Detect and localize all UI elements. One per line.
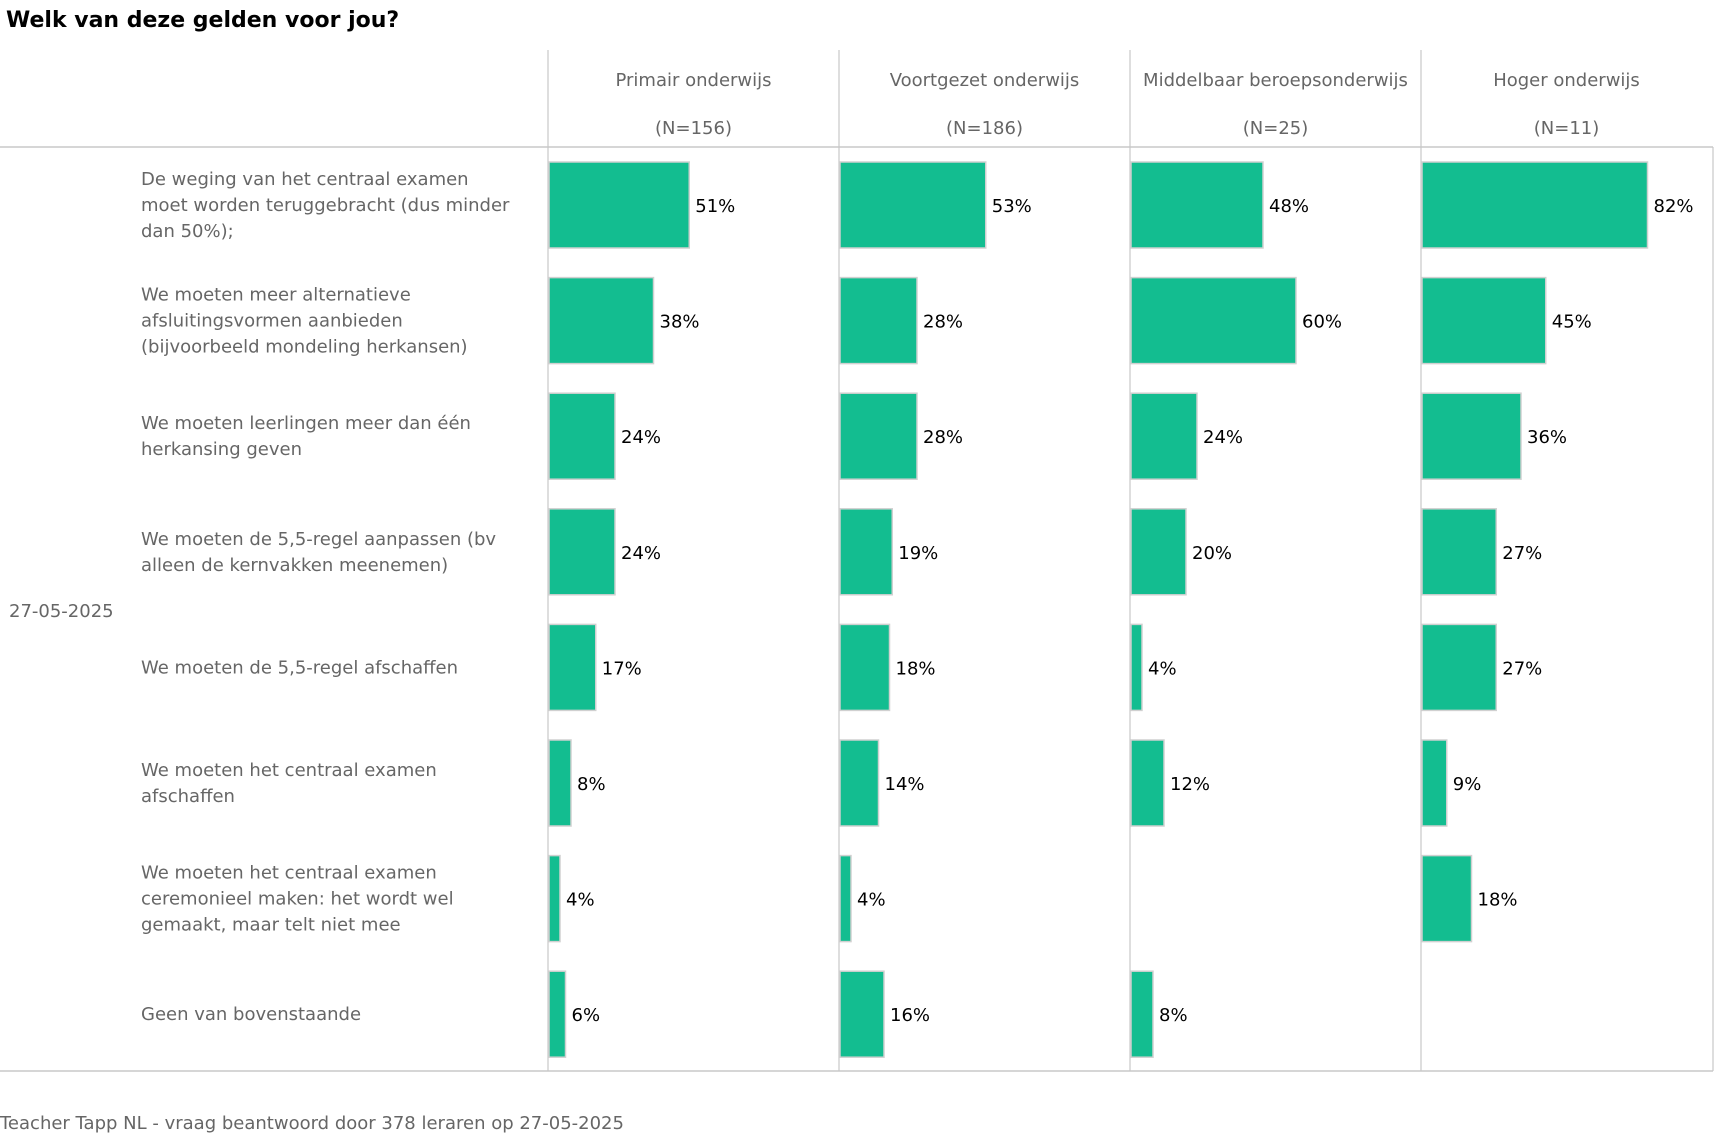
bar-value-r2-p3: 36% — [1527, 427, 1567, 448]
row-label-7-line-0: Geen van bovenstaande — [141, 1004, 361, 1025]
bar-value-r6-p1: 4% — [857, 890, 886, 911]
panel-n-0: (N=156) — [655, 118, 732, 139]
panel-title-0: Primair onderwijs — [615, 70, 771, 91]
row-label-0-line-0: De weging van het centraal examen — [141, 169, 469, 190]
bar-value-r1-p2: 60% — [1302, 312, 1342, 333]
bar-r1-p2 — [1130, 276, 1297, 365]
bar-value-r1-p0: 38% — [660, 312, 700, 333]
bar-value-r2-p0: 24% — [621, 427, 661, 448]
bar-r3-p3 — [1421, 508, 1497, 596]
bar-value-r0-p1: 53% — [992, 196, 1032, 217]
facet-date-label: 27-05-2025 — [9, 601, 114, 622]
bar-value-r5-p3: 9% — [1453, 774, 1482, 795]
bar-r7-p1 — [839, 970, 885, 1058]
bar-r0-p0 — [548, 161, 690, 249]
bar-r3-p0 — [548, 508, 616, 596]
bar-value-r7-p1: 16% — [890, 1005, 930, 1026]
row-label-4-line-0: We moeten de 5,5-regel afschaffen — [141, 657, 458, 678]
bar-value-r4-p1: 18% — [896, 658, 936, 679]
bar-r6-p3 — [1421, 854, 1473, 943]
bar-value-r6-p0: 4% — [566, 890, 595, 911]
bar-r5-p2 — [1130, 739, 1165, 827]
bar-r2-p3 — [1421, 392, 1522, 480]
bar-value-r3-p0: 24% — [621, 543, 661, 564]
bar-value-r5-p1: 14% — [885, 774, 925, 795]
bar-value-r5-p2: 12% — [1170, 774, 1210, 795]
row-label-3-line-0: We moeten de 5,5-regel aanpassen (bv — [141, 529, 496, 550]
bar-r2-p2 — [1130, 392, 1198, 480]
bar-r4-p1 — [839, 623, 891, 712]
bar-value-r5-p0: 8% — [577, 774, 606, 795]
bar-r2-p0 — [548, 392, 616, 480]
bar-value-r3-p2: 20% — [1192, 543, 1232, 564]
bar-r5-p0 — [548, 739, 572, 827]
row-label-6-line-2: gemaakt, maar telt niet mee — [141, 915, 401, 936]
row-label-5-line-1: afschaffen — [141, 786, 235, 807]
row-label-6-line-0: We moeten het centraal examen — [141, 863, 437, 884]
row-label-0-line-2: dan 50%); — [141, 221, 234, 242]
bar-r5-p3 — [1421, 739, 1448, 827]
bar-value-r3-p3: 27% — [1502, 543, 1542, 564]
bar-value-r0-p3: 82% — [1654, 196, 1694, 217]
bar-value-r2-p2: 24% — [1203, 427, 1243, 448]
chart-title: Welk van deze gelden voor jou? — [6, 8, 400, 33]
bar-value-r1-p1: 28% — [923, 312, 963, 333]
row-label-6-line-1: ceremonieel maken: het wordt wel — [141, 889, 454, 910]
row-label-0-line-1: moet worden teruggebracht (dus minder — [141, 195, 510, 216]
bar-r4-p3 — [1421, 623, 1497, 712]
row-label-3-line-1: alleen de kernvakken meenemen) — [141, 555, 448, 576]
bar-value-r0-p2: 48% — [1269, 196, 1309, 217]
bar-r0-p2 — [1130, 161, 1264, 249]
panel-title-3: Hoger onderwijs — [1493, 70, 1640, 91]
bar-r6-p1 — [839, 854, 852, 943]
row-label-1-line-2: (bijvoorbeeld mondeling herkansen) — [141, 337, 468, 358]
bar-r7-p2 — [1130, 970, 1154, 1058]
row-label-1-line-0: We moeten meer alternatieve — [141, 285, 411, 306]
bar-r3-p1 — [839, 508, 893, 596]
bar-r4-p2 — [1130, 623, 1143, 712]
chart-footer: Teacher Tapp NL - vraag beantwoord door … — [0, 1113, 624, 1134]
bar-r1-p0 — [548, 276, 655, 365]
bar-r4-p0 — [548, 623, 597, 712]
panel-n-1: (N=186) — [946, 118, 1023, 139]
bar-value-r3-p1: 19% — [898, 543, 938, 564]
row-label-5-line-0: We moeten het centraal examen — [141, 760, 437, 781]
bar-value-r4-p0: 17% — [602, 658, 642, 679]
panel-title-1: Voortgezet onderwijs — [890, 70, 1080, 91]
bar-value-r1-p3: 45% — [1552, 312, 1592, 333]
row-label-2-line-1: herkansing geven — [141, 439, 302, 460]
row-label-1-line-1: afsluitingsvormen aanbieden — [141, 311, 403, 332]
bar-value-r7-p2: 8% — [1159, 1005, 1188, 1026]
bar-value-r2-p1: 28% — [923, 427, 963, 448]
bar-r1-p1 — [839, 276, 918, 365]
bar-r0-p3 — [1421, 161, 1649, 249]
bar-r5-p1 — [839, 739, 880, 827]
row-label-2-line-0: We moeten leerlingen meer dan één — [141, 413, 471, 434]
bar-value-r0-p0: 51% — [695, 196, 735, 217]
bar-value-r4-p3: 27% — [1502, 658, 1542, 679]
bar-value-r6-p3: 18% — [1478, 890, 1518, 911]
bar-r0-p1 — [839, 161, 987, 249]
bar-r1-p3 — [1421, 276, 1547, 365]
bar-r3-p2 — [1130, 508, 1187, 596]
panel-title-2: Middelbaar beroepsonderwijs — [1143, 70, 1408, 91]
bar-value-r7-p0: 6% — [572, 1005, 601, 1026]
bar-value-r4-p2: 4% — [1148, 658, 1177, 679]
bar-r2-p1 — [839, 392, 918, 480]
panel-n-3: (N=11) — [1534, 118, 1600, 139]
bar-r7-p0 — [548, 970, 567, 1058]
panel-n-2: (N=25) — [1243, 118, 1309, 139]
bar-r6-p0 — [548, 854, 561, 943]
